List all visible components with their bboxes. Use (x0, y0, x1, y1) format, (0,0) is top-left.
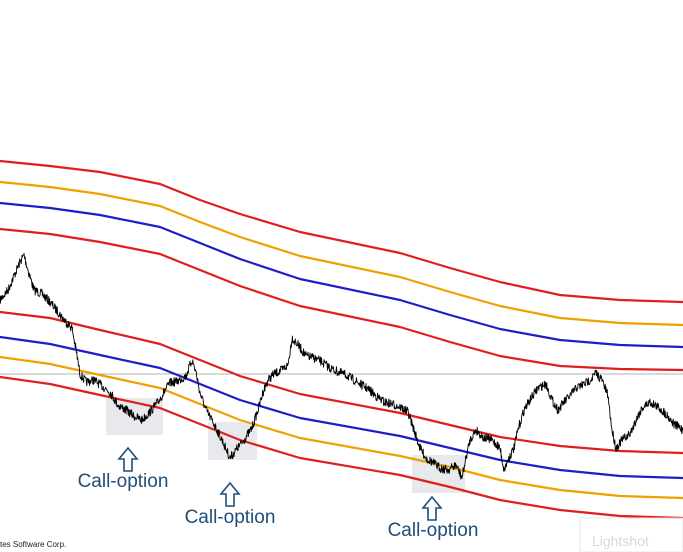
callout-label: Call-option (388, 520, 479, 541)
copyright-text: tes Software Corp. (0, 540, 66, 549)
envelope-line-2 (0, 180, 683, 327)
callout-2: Call-option (185, 481, 276, 528)
envelope-line-4 (0, 227, 683, 372)
callout-label: Call-option (185, 507, 276, 528)
callout-3: Call-option (388, 495, 479, 541)
watermark-text: Lightshot (592, 533, 649, 549)
watermark: Lightshot (579, 517, 683, 552)
envelope-line-1 (0, 159, 683, 304)
envelope-line-7 (0, 355, 683, 500)
envelope-line-8 (0, 375, 683, 520)
envelope-line-6 (0, 335, 683, 480)
callout-1: Call-option (78, 446, 169, 492)
up-arrow-icon (219, 481, 241, 507)
callout-label: Call-option (78, 471, 169, 492)
envelope-line-3 (0, 201, 683, 349)
price-group (0, 253, 683, 480)
up-arrow-icon (117, 446, 139, 472)
envelope-line-5 (0, 310, 683, 455)
envelope-group (0, 159, 683, 520)
up-arrow-icon (421, 495, 443, 521)
price-series-line (0, 253, 683, 480)
watermark-box (579, 517, 683, 552)
